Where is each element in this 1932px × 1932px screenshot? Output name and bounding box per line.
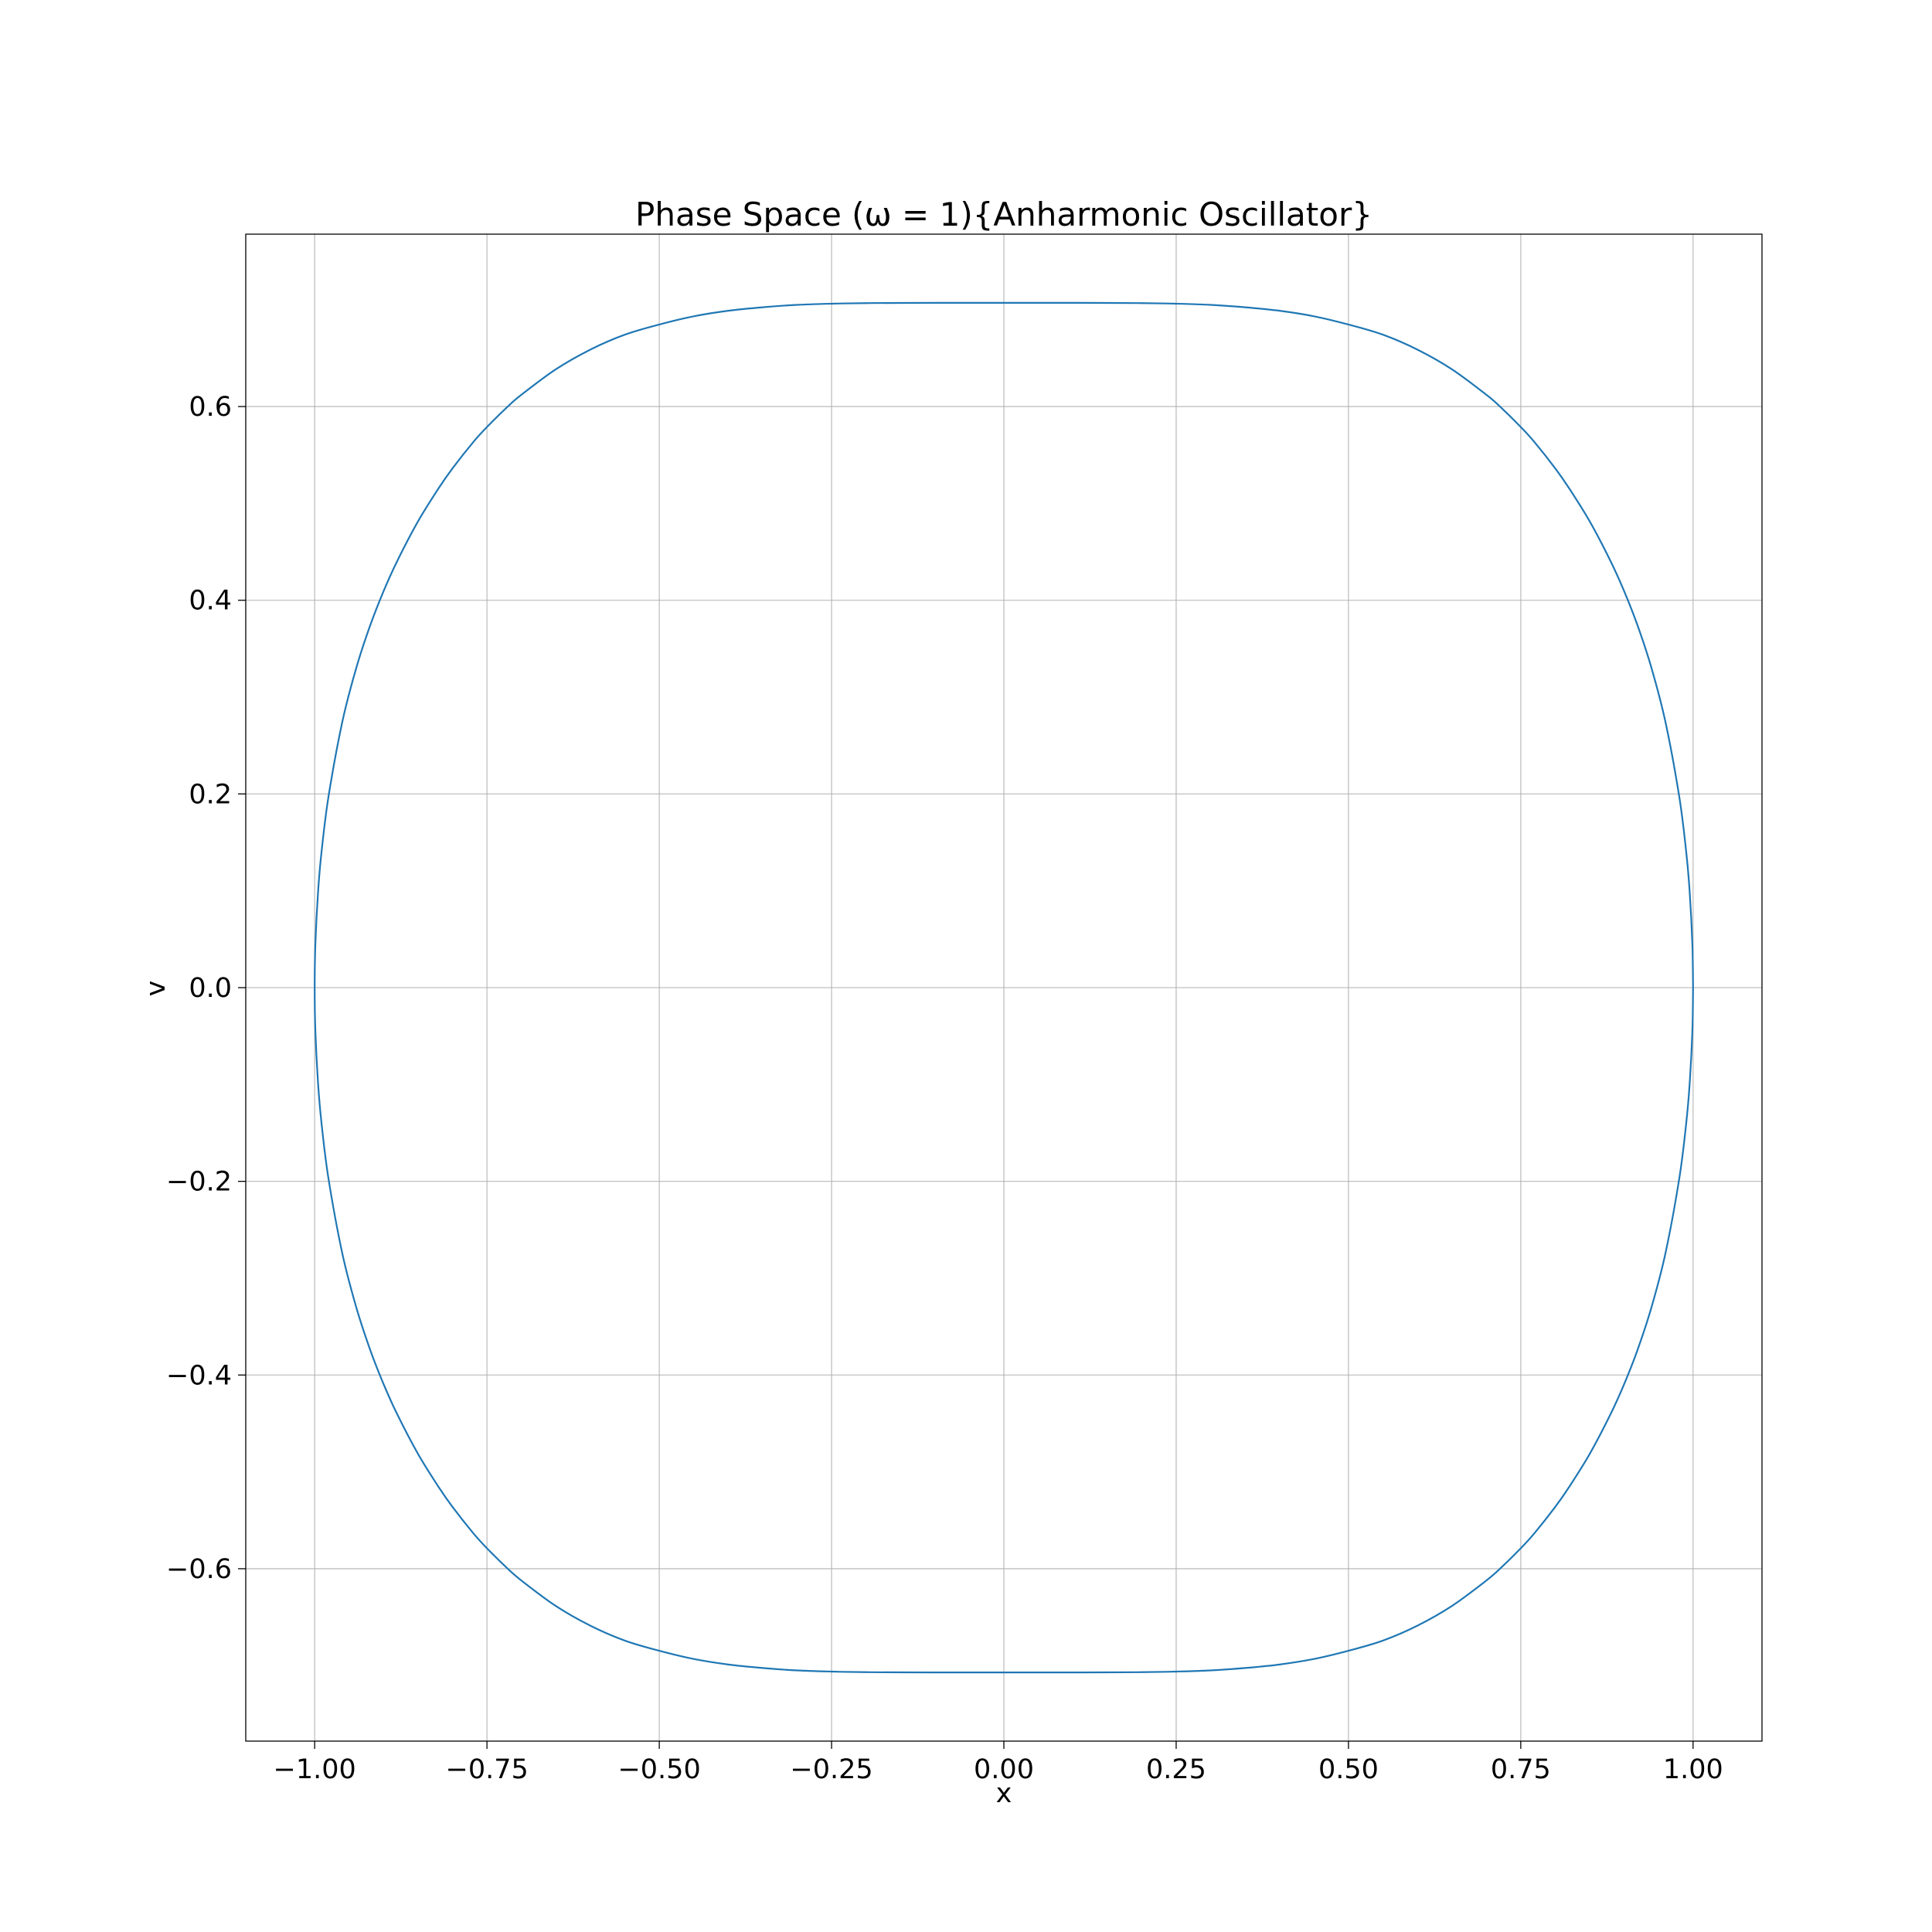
x-tick-label: −0.75 — [446, 1754, 529, 1785]
x-tick-label: 0.50 — [1318, 1754, 1379, 1785]
x-axis-label: x — [996, 1778, 1012, 1809]
grid — [246, 234, 1762, 1741]
y-tick-label: −0.6 — [166, 1554, 232, 1585]
y-tick-label: 0.0 — [189, 973, 232, 1004]
x-tick-label: −0.25 — [790, 1754, 872, 1785]
ticks: −1.00 −0.75 −0.50 −0.25 0.00 0.25 0.50 0.75 1.00… — [166, 392, 1723, 1785]
x-tick-label: 0.00 — [974, 1754, 1034, 1785]
y-tick-label: −0.2 — [166, 1167, 232, 1198]
x-tick-label: −1.00 — [274, 1754, 356, 1785]
series-layer — [314, 301, 1694, 1674]
x-tick-label: 0.25 — [1146, 1754, 1206, 1785]
y-tick-label: 0.6 — [189, 392, 232, 423]
x-tick-label: 1.00 — [1663, 1754, 1723, 1785]
y-tick-label: 0.4 — [189, 586, 232, 617]
chart-title: Phase Space (ω = 1){Anharmonic Oscillato… — [635, 196, 1372, 233]
x-tick-label: 0.75 — [1491, 1754, 1551, 1785]
x-tick-label: −0.50 — [617, 1754, 700, 1785]
y-tick-label: −0.4 — [166, 1360, 232, 1391]
y-axis-label: v — [141, 981, 172, 997]
y-tick-label: 0.2 — [189, 779, 232, 810]
phase-trajectory-line — [314, 301, 1694, 1674]
